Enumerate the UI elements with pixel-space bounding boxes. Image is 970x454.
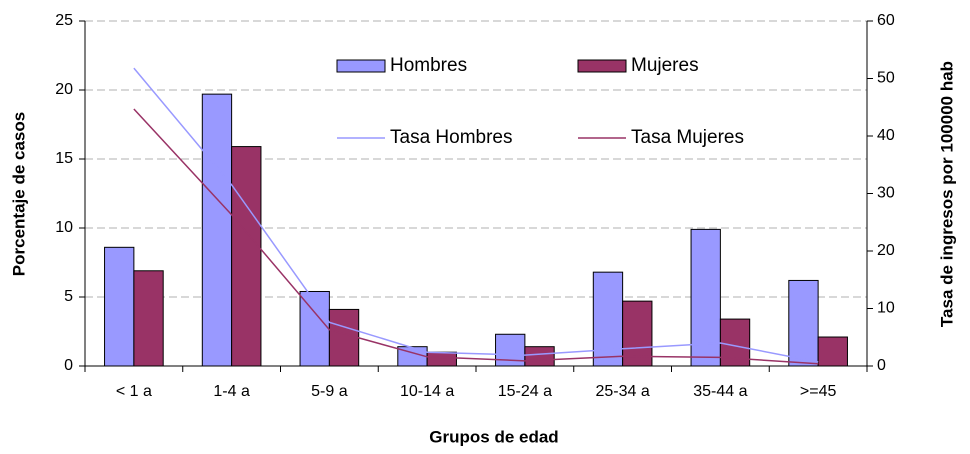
bar (426, 351, 457, 367)
x-tick-label: 1-4 a (213, 383, 250, 400)
bar (231, 146, 262, 367)
bar (104, 246, 135, 367)
x-tick-label: 35-44 a (693, 383, 747, 400)
bar (328, 308, 360, 367)
bar (690, 228, 721, 367)
y-tick-label: 5 (64, 288, 73, 305)
y2-tick-label: 40 (877, 127, 895, 144)
bar (592, 271, 624, 367)
y2-tick-label: 20 (877, 242, 895, 259)
y-tick-label: 15 (55, 150, 73, 167)
y2-tick-label: 50 (877, 70, 895, 87)
y2-tick-label: 0 (877, 357, 886, 374)
x-tick-label: 25-34 a (595, 383, 649, 400)
y2-tick-label: 60 (877, 12, 895, 29)
bar (524, 346, 555, 367)
legend-label: Tasa Hombres (390, 127, 513, 148)
y-tick-label: 0 (64, 357, 73, 374)
x-axis-title: Grupos de edad (429, 427, 558, 446)
legend-swatch (577, 59, 627, 73)
line-series (133, 108, 819, 365)
x-tick-label: 10-14 a (400, 383, 454, 400)
legend-label: Hombres (390, 55, 467, 76)
y-tick-label: 20 (55, 81, 73, 98)
x-tick-label: 15-24 a (498, 383, 552, 400)
y2-tick-label: 30 (877, 185, 895, 202)
legend-label: Mujeres (631, 55, 699, 76)
bar (817, 336, 848, 367)
bar (201, 93, 233, 367)
x-tick-label: >=45 (800, 383, 837, 400)
y-axis-title: Porcentaje de casos (9, 112, 28, 276)
bar (622, 300, 653, 367)
line-series (133, 67, 819, 363)
bar (788, 279, 819, 367)
legend-label: Tasa Mujeres (631, 127, 744, 148)
y-tick-label: 25 (55, 12, 73, 29)
y2-tick-label: 10 (877, 300, 895, 317)
bar (133, 270, 164, 367)
y-tick-label: 10 (55, 219, 73, 236)
x-tick-label: 5-9 a (311, 383, 348, 400)
y2-axis-title: Tasa de ingresos por 100000 hab (937, 61, 956, 327)
x-tick-label: < 1 a (116, 383, 152, 400)
legend-swatch (336, 59, 386, 73)
